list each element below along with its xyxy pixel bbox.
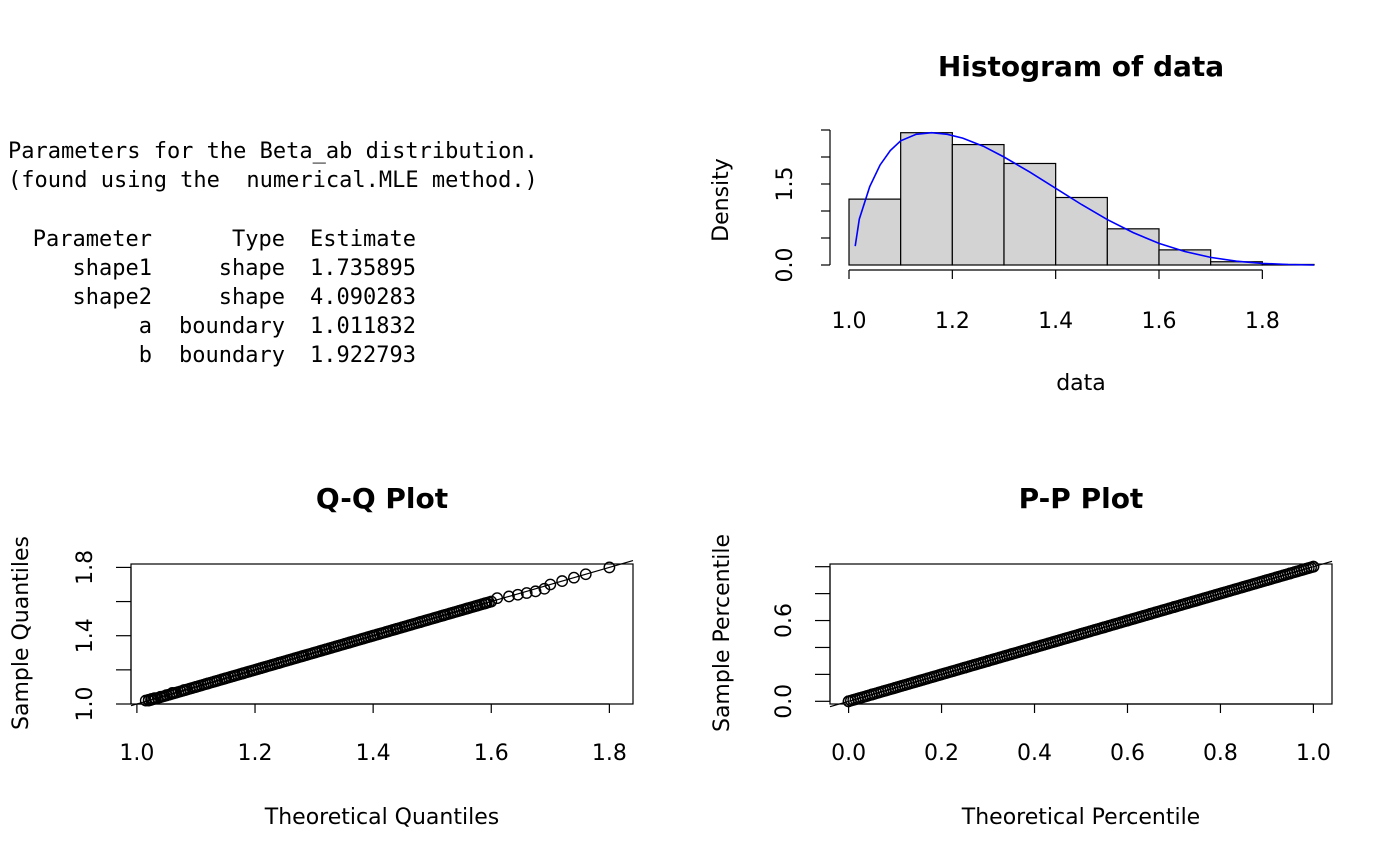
qq-ylabel: Sample Quantiles <box>9 536 34 730</box>
qq-point <box>544 578 557 591</box>
pp-xlabel: Theoretical Percentile <box>961 805 1200 830</box>
param-name: shape2 <box>73 285 152 310</box>
qq-y-tick-label: 1.0 <box>73 687 98 722</box>
qq-point <box>520 587 533 599</box>
histogram-axes: 1.0 1.2 1.4 1.6 1.8 0.0 1.5 <box>773 129 1280 334</box>
params-col-type: Type <box>232 227 285 252</box>
pp-plot-panel: P-P Plot Theoretical Percentile Sample P… <box>710 482 1333 830</box>
histogram-ylabel: Density <box>709 158 734 242</box>
pp-axes: 0.0 0.2 0.4 0.6 0.8 1.0 0.0 0.6 <box>772 566 1331 766</box>
qq-point <box>503 590 515 603</box>
param-estimate: 1.922793 <box>310 343 416 368</box>
pp-y-tick-label: 0.6 <box>772 603 797 638</box>
params-header-line1: Parameters for the Beta_ab distribution. <box>8 139 538 164</box>
histogram-bar <box>1106 228 1160 266</box>
qq-axes: 1.0 1.2 1.4 1.6 1.8 1.0 1.4 1.8 <box>73 550 627 766</box>
histogram-bar <box>951 143 1005 266</box>
qq-title: Q-Q Plot <box>316 482 448 515</box>
qq-x-tick-label: 1.8 <box>592 741 627 766</box>
qq-y-tick-label: 1.4 <box>73 618 98 653</box>
pp-title: P-P Plot <box>1019 482 1144 515</box>
pp-points <box>842 560 1320 708</box>
qq-plot-panel: Q-Q Plot Theoretical Quantiles Sample Qu… <box>9 482 634 830</box>
qq-point <box>511 588 524 601</box>
histogram-panel: Histogram of data data Density 1.0 1.2 1.4… <box>709 50 1315 396</box>
density-curve <box>854 131 1315 266</box>
qq-y-tick-label: 1.8 <box>73 550 98 585</box>
pp-x-tick-label: 0.2 <box>924 741 959 766</box>
qq-point <box>579 568 592 581</box>
qq-point <box>568 571 580 584</box>
histogram-bars <box>848 132 1315 266</box>
qq-point <box>529 585 542 598</box>
qq-point <box>538 582 551 595</box>
parameters-text-block: Parameters for the Beta_ab distribution.… <box>8 139 538 368</box>
qq-x-tick-label: 1.0 <box>119 741 154 766</box>
histogram-x-tick-label: 1.8 <box>1245 309 1280 334</box>
qq-x-tick-label: 1.6 <box>474 741 509 766</box>
histogram-x-tick-label: 1.6 <box>1142 309 1177 334</box>
pp-x-tick-label: 0.8 <box>1203 741 1238 766</box>
params-col-parameter: Parameter <box>33 227 152 252</box>
param-name: b <box>139 343 152 368</box>
qq-x-tick-label: 1.4 <box>356 741 391 766</box>
param-type: boundary <box>179 343 285 368</box>
pp-x-tick-label: 0.4 <box>1017 741 1052 766</box>
pp-ylabel: Sample Percentile <box>710 534 735 732</box>
param-type: shape <box>219 285 285 310</box>
qq-xlabel: Theoretical Quantiles <box>264 805 499 830</box>
param-type: boundary <box>179 314 285 339</box>
histogram-y-tick-label: 0.0 <box>773 248 798 283</box>
pp-point <box>1307 560 1320 573</box>
histogram-bar <box>900 132 953 266</box>
param-estimate: 1.735895 <box>310 256 416 281</box>
qq-point <box>485 595 498 608</box>
pp-x-tick-label: 1.0 <box>1296 741 1331 766</box>
qq-point <box>556 575 569 587</box>
params-col-estimate: Estimate <box>310 227 416 252</box>
histogram-x-tick-label: 1.0 <box>832 309 867 334</box>
histogram-x-tick-label: 1.2 <box>935 309 970 334</box>
pp-y-tick-label: 0.0 <box>772 684 797 719</box>
pp-x-tick-label: 0.0 <box>831 741 866 766</box>
qq-point <box>603 561 616 574</box>
histogram-y-tick-label: 1.5 <box>773 167 798 202</box>
histogram-bar <box>1003 162 1057 266</box>
pp-x-tick-label: 0.6 <box>1110 741 1145 766</box>
qq-x-tick-label: 1.2 <box>238 741 273 766</box>
param-estimate: 1.011832 <box>310 314 416 339</box>
param-name: shape1 <box>73 256 152 281</box>
param-type: shape <box>219 256 285 281</box>
param-name: a <box>139 314 152 339</box>
histogram-title: Histogram of data <box>938 50 1224 83</box>
params-header-line2: (found using the numerical.MLE method.) <box>8 168 538 193</box>
histogram-xlabel: data <box>1056 371 1106 396</box>
histogram-bar <box>1055 196 1108 266</box>
histogram-x-tick-label: 1.4 <box>1038 309 1073 334</box>
param-estimate: 4.090283 <box>310 285 416 310</box>
qq-points <box>139 561 616 707</box>
